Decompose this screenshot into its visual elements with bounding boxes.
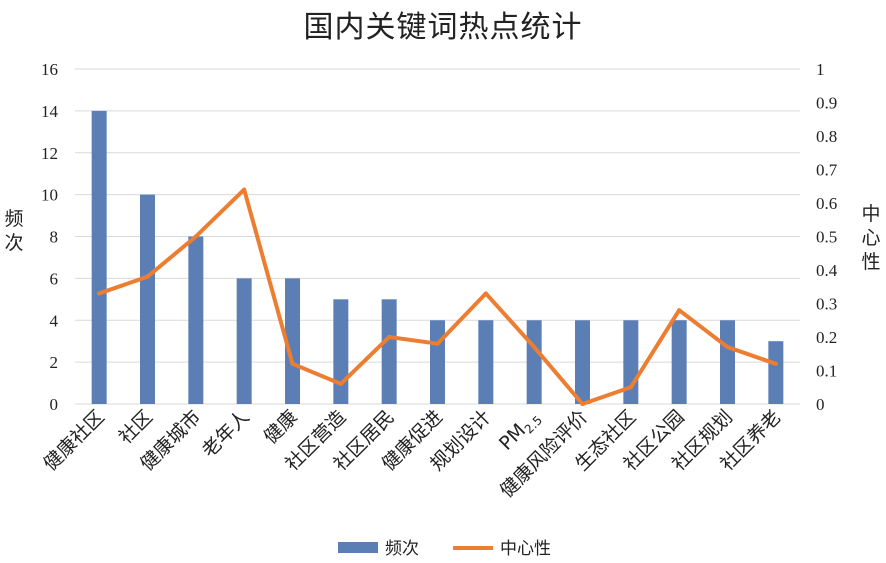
line-point [193,234,198,239]
y2-tick-label: 0.6 [816,194,837,213]
y2-tick-label: 1 [816,60,825,79]
y2-tick-label: 0.1 [816,362,837,381]
line-point [97,291,102,296]
y-tick-label: 2 [50,353,59,372]
bar [188,236,204,404]
y2-tick-label: 0 [816,395,825,414]
y-tick-label: 16 [41,60,58,79]
bar [381,299,397,404]
y-tick-label: 8 [50,228,59,247]
line-point [242,187,247,192]
bar [91,110,107,404]
bar-series [91,110,784,404]
bar [671,320,687,404]
category-label: 健康 [260,406,302,448]
category-label: 老年人 [198,406,254,462]
line-point [145,274,150,279]
line-point [677,308,682,313]
bar [623,320,639,404]
y-tick-label: 10 [41,186,58,205]
y2-tick-label: 0.5 [816,228,837,247]
bar [768,341,784,404]
y-tick-label: 0 [50,395,59,414]
y2-tick-label: 0.4 [816,261,838,280]
y-tick-label: 6 [50,269,59,288]
y2-tick-label: 0.2 [816,328,837,347]
bar [285,278,300,404]
y2-tick-label: 0.7 [816,161,838,180]
line-point [580,402,585,406]
bar [526,320,542,404]
line-point [387,335,392,339]
line-point [435,341,440,346]
line-series [97,187,778,406]
y-tick-label: 4 [50,311,59,330]
legend-label-bar: 频次 [385,539,419,559]
line-point [532,345,537,350]
legend-label-line: 中心性 [500,539,551,559]
right-axis-ticks: 0 0.1 0.2 0.3 0.4 0.5 0.6 0.7 0.8 0.9 1 [816,60,838,414]
legend: 频次 中心性 [338,539,551,559]
y2-axis-title: 中心性 [861,203,880,273]
y2-tick-label: 0.3 [816,295,837,314]
line-point [725,345,730,350]
category-label: 社区 [115,406,157,448]
y2-tick-label: 0.9 [816,94,837,113]
bar [430,320,445,404]
left-axis-ticks: 0 2 4 6 8 10 12 14 16 [41,60,59,414]
legend-swatch-bar [338,542,378,553]
y-tick-label: 14 [41,102,59,121]
bar [575,320,590,404]
y2-tick-label: 0.8 [816,127,837,146]
line-point [290,361,295,366]
line-point [338,381,343,386]
bar [478,320,494,404]
chart-title: 国内关键词热点统计 [303,10,583,45]
category-label: 健康社区 [39,406,108,475]
y-tick-label: 12 [41,144,58,163]
line-point [628,385,633,390]
line-point [773,361,778,366]
bar [236,278,252,404]
bar [720,320,735,404]
bar [140,194,155,404]
line-point [483,291,488,296]
bar [333,299,349,404]
y-axis-title: 频次 [4,208,23,254]
